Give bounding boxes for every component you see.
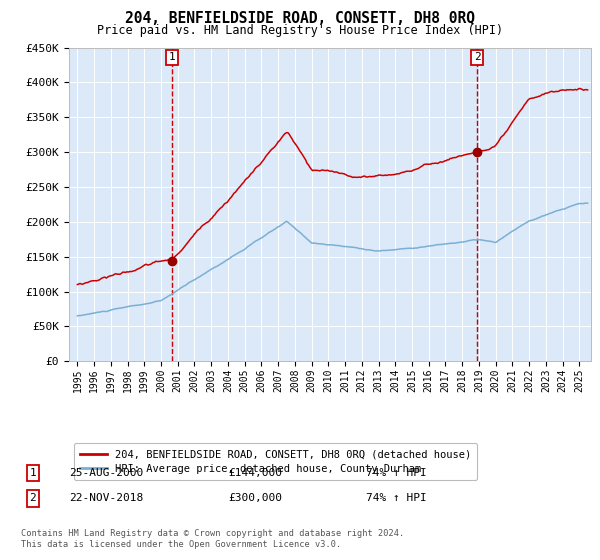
Text: 74% ↑ HPI: 74% ↑ HPI — [366, 468, 427, 478]
Text: 74% ↑ HPI: 74% ↑ HPI — [366, 493, 427, 503]
Text: 25-AUG-2000: 25-AUG-2000 — [69, 468, 143, 478]
Text: £300,000: £300,000 — [228, 493, 282, 503]
Text: Contains HM Land Registry data © Crown copyright and database right 2024.
This d: Contains HM Land Registry data © Crown c… — [21, 529, 404, 549]
Text: £144,000: £144,000 — [228, 468, 282, 478]
Text: 204, BENFIELDSIDE ROAD, CONSETT, DH8 0RQ: 204, BENFIELDSIDE ROAD, CONSETT, DH8 0RQ — [125, 11, 475, 26]
Text: 2: 2 — [474, 52, 481, 62]
Text: 1: 1 — [29, 468, 37, 478]
Legend: 204, BENFIELDSIDE ROAD, CONSETT, DH8 0RQ (detached house), HPI: Average price, d: 204, BENFIELDSIDE ROAD, CONSETT, DH8 0RQ… — [74, 444, 478, 480]
Text: 22-NOV-2018: 22-NOV-2018 — [69, 493, 143, 503]
Text: 1: 1 — [169, 52, 175, 62]
Text: 2: 2 — [29, 493, 37, 503]
Text: Price paid vs. HM Land Registry's House Price Index (HPI): Price paid vs. HM Land Registry's House … — [97, 24, 503, 36]
